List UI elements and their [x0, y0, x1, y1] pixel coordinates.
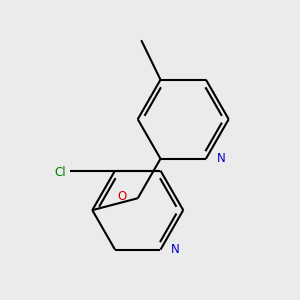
Text: N: N [171, 243, 180, 256]
Text: N: N [216, 152, 225, 165]
Text: O: O [117, 190, 127, 203]
Text: Cl: Cl [55, 166, 66, 179]
